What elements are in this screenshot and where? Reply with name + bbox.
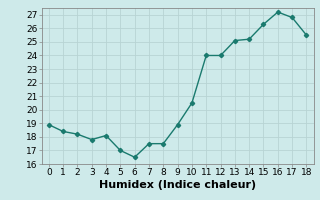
X-axis label: Humidex (Indice chaleur): Humidex (Indice chaleur) xyxy=(99,180,256,190)
